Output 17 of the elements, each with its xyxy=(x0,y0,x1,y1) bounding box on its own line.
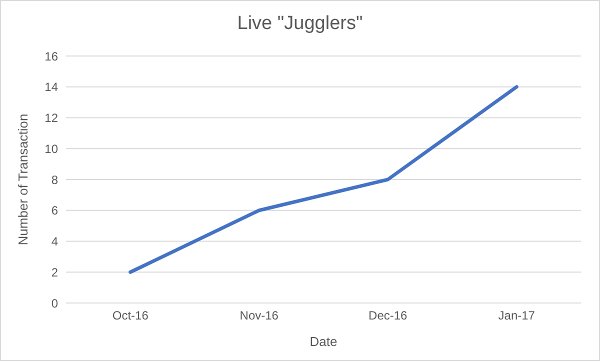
x-tick-label: Dec-16 xyxy=(368,308,408,323)
x-tick-label: Jan-17 xyxy=(498,308,536,323)
x-axis-title: Date xyxy=(310,334,338,349)
y-tick-label: 6 xyxy=(51,204,58,218)
y-tick-label: 12 xyxy=(44,111,58,126)
x-tick-label: Nov-16 xyxy=(240,308,279,323)
line-series xyxy=(128,85,518,274)
y-tick-label: 14 xyxy=(44,80,58,94)
chart-title: Live "Jugglers" xyxy=(236,13,364,35)
y-tick-label: 4 xyxy=(51,234,58,249)
x-tick-label: Oct-16 xyxy=(112,308,149,323)
y-tick-label: 2 xyxy=(51,265,58,280)
y-axis-title: Number of Transaction xyxy=(16,114,31,246)
y-tick-label: 0 xyxy=(51,296,58,310)
y-tick-label: 16 xyxy=(44,49,58,64)
y-tick-label: 8 xyxy=(51,172,58,187)
y-tick-label: 10 xyxy=(44,142,58,156)
